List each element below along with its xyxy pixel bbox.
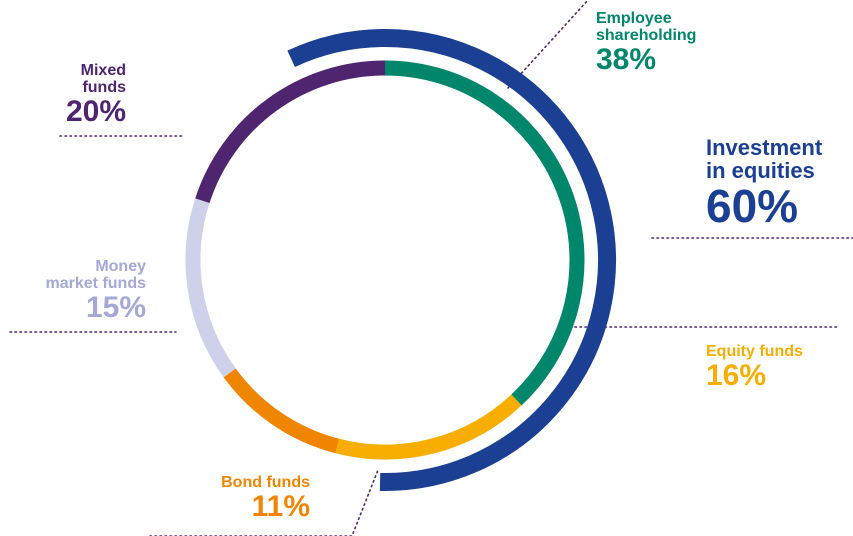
label-value: 11% xyxy=(251,490,310,523)
leader-bond-funds xyxy=(149,469,379,536)
label-name-line: Mixed xyxy=(80,62,126,79)
label-name-line: Investment xyxy=(706,135,823,160)
label-mixed-funds: Mixed funds 20% xyxy=(0,62,126,128)
donut-slice-employee-shareholding xyxy=(384,60,585,406)
outer-ring xyxy=(287,29,616,491)
label-name-line: Employee xyxy=(596,10,672,27)
leader-employee-shareholding xyxy=(507,0,589,89)
label-value: 15% xyxy=(85,291,146,324)
leader-lines xyxy=(9,0,853,536)
label-equity-funds: Equity funds 16% xyxy=(706,343,803,392)
donut-slice-money-market-funds xyxy=(185,198,236,378)
label-money-market-funds: Money market funds 15% xyxy=(0,258,146,324)
label-name-line: funds xyxy=(82,79,126,96)
label-value: 38% xyxy=(596,43,657,76)
label-name-line: shareholding xyxy=(596,27,697,44)
label-bond-funds: Bond funds 11% xyxy=(0,474,310,523)
label-name-line: market funds xyxy=(45,275,146,292)
donut-slice-bond-funds xyxy=(223,368,340,454)
outer-arc-investment-in-equities xyxy=(287,29,616,491)
label-value: 16% xyxy=(706,359,767,392)
donut-slice-mixed-funds xyxy=(195,60,386,203)
label-name-line: Money xyxy=(95,258,146,275)
label-value: 60% xyxy=(706,180,799,232)
label-name-line: Equity funds xyxy=(706,343,803,360)
label-name-line: in equities xyxy=(706,158,815,183)
donut-slice-equity-funds xyxy=(335,394,522,460)
label-value: 20% xyxy=(65,95,126,128)
label-investment-in-equities: Investment in equities 60% xyxy=(706,136,822,230)
inner-ring xyxy=(185,60,585,460)
label-name-line: Bond funds xyxy=(221,474,310,491)
label-employee-shareholding: Employee shareholding 38% xyxy=(596,10,696,76)
